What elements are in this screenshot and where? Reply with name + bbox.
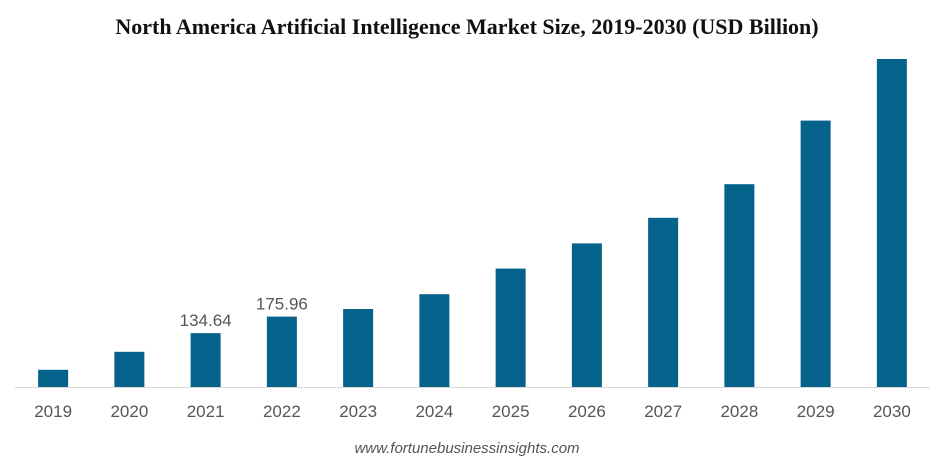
bar-2022 [266,316,297,387]
data-label-2022: 175.96 [256,295,308,314]
chart-title: North America Artificial Intelligence Ma… [115,14,819,39]
x-tick-label-2022: 2022 [263,402,301,421]
bar-2030 [876,59,907,387]
x-tick-label-2027: 2027 [644,402,682,421]
x-tick-label-2026: 2026 [568,402,606,421]
x-tick-label-2029: 2029 [797,402,835,421]
bar-2027 [648,217,679,387]
x-tick-label-2030: 2030 [873,402,911,421]
bar-2028 [724,184,755,387]
source-credit: www.fortunebusinessinsights.com [354,440,580,457]
bar-2023 [343,309,374,387]
x-tick-label-2028: 2028 [720,402,758,421]
bar-2029 [800,120,831,387]
bar-2020 [114,351,145,387]
bar-2021 [190,333,221,387]
bar-2024 [419,294,450,387]
x-tick-label-2023: 2023 [339,402,377,421]
x-tick-label-2025: 2025 [492,402,530,421]
x-tick-label-2024: 2024 [415,402,453,421]
x-tick-label-2020: 2020 [110,402,148,421]
data-label-2021: 134.64 [180,311,232,330]
bar-2026 [571,243,602,387]
x-tick-label-2021: 2021 [187,402,225,421]
x-tick-label-2019: 2019 [34,402,72,421]
bar-2025 [495,268,526,387]
bar-2019 [38,369,69,387]
